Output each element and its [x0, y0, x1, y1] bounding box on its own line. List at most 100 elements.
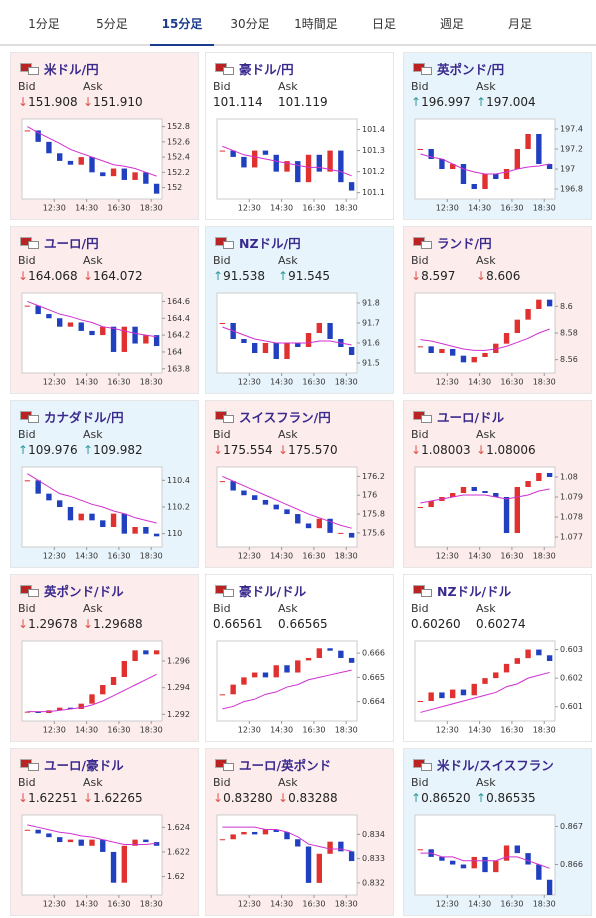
- candle: [460, 487, 467, 493]
- candle: [143, 527, 149, 534]
- candle: [493, 672, 499, 679]
- candle: [241, 490, 247, 496]
- currency-card[interactable]: 豪ドル/ドル Bid Ask 0.66561 0.66565 0.664 0.665 0.66…: [205, 574, 394, 742]
- currency-card[interactable]: 豪ドル/円 Bid Ask 101.114 101.119 101.1 101.2 101.3…: [205, 52, 394, 220]
- x-tick-label: 16:30: [500, 726, 523, 735]
- bid-price: 91.538: [223, 269, 266, 283]
- pair-name: ユーロ/ドル: [437, 410, 505, 425]
- x-tick-label: 16:30: [107, 204, 130, 213]
- pair-name: NZドル/ドル: [437, 584, 512, 599]
- bid-label: Bid: [411, 80, 429, 93]
- candle: [24, 130, 31, 132]
- bid-price: 164.068: [28, 269, 78, 283]
- candle: [327, 323, 333, 339]
- candle: [428, 149, 434, 159]
- tab[interactable]: 日足: [371, 17, 396, 31]
- y-tick-label: 101.3: [362, 146, 385, 155]
- candle: [417, 701, 424, 702]
- candle: [252, 343, 258, 353]
- arrow: ↑: [411, 95, 422, 109]
- bid-price: 1.62251: [28, 791, 78, 805]
- flag: [223, 763, 234, 771]
- candle: [78, 157, 84, 165]
- arrow: ↓: [411, 443, 422, 457]
- tab[interactable]: 30分足: [230, 17, 270, 31]
- arrow: ↑: [83, 443, 94, 457]
- tab[interactable]: 1分足: [28, 17, 60, 31]
- candle: [230, 150, 236, 157]
- arrow: ↓: [476, 269, 487, 283]
- currency-card[interactable]: ユーロ/ドル Bid Ask ↓1.08003 ↓1.08006 1.077 1.078 1.…: [403, 400, 592, 568]
- x-tick-label: 14:30: [270, 204, 293, 213]
- tab[interactable]: 週足: [439, 17, 464, 31]
- currency-card[interactable]: 英ポンド/円 Bid Ask ↑196.997 ↑197.004 196.8 197 197.…: [403, 52, 592, 220]
- candle: [67, 507, 74, 521]
- tab[interactable]: 1時間足: [294, 17, 338, 31]
- currency-card[interactable]: ユーロ/英ポンド Bid Ask ↓0.83280 ↓0.83288 0.832 0.833…: [205, 748, 394, 916]
- currency-card[interactable]: NZドル/ドル Bid Ask 0.60260 0.60274 0.601 0.602 0.6…: [403, 574, 592, 742]
- y-tick-label: 164.6: [167, 297, 190, 306]
- mini-chart: 0.832 0.833 0.834 12:30 14:30 16:30 18:30: [216, 814, 385, 909]
- y-tick-label: 110.2: [167, 503, 190, 512]
- candle: [252, 150, 258, 168]
- candle: [525, 134, 531, 149]
- ask-label: Ask: [278, 776, 298, 789]
- arrow: ↓: [213, 443, 224, 457]
- currency-card[interactable]: NZドル/円 Bid Ask ↑91.538 ↑91.545 91.5 91.6 91.7 91…: [205, 226, 394, 394]
- candle: [428, 501, 434, 507]
- y-tick-label: 197.2: [560, 145, 583, 154]
- candle: [143, 650, 149, 655]
- candle: [316, 648, 322, 658]
- pair-name: 豪ドル/円: [239, 62, 294, 77]
- candle: [284, 831, 290, 840]
- candle: [450, 349, 456, 356]
- candle: [121, 845, 127, 883]
- x-tick-label: 12:30: [238, 552, 261, 561]
- currency-card[interactable]: 米ドル/スイスフラン Bid Ask ↑0.86520 ↑0.86535 0.866 0.8…: [403, 748, 592, 916]
- candle: [24, 480, 31, 482]
- candle: [35, 829, 41, 834]
- tab[interactable]: 15分足: [150, 0, 214, 46]
- x-tick-label: 12:30: [238, 726, 261, 735]
- ask-label: Ask: [476, 428, 496, 441]
- candle: [252, 831, 258, 835]
- candle: [493, 343, 499, 353]
- arrow: ↓: [83, 617, 94, 631]
- candle: [252, 495, 258, 500]
- tab[interactable]: 5分足: [96, 17, 128, 31]
- currency-card[interactable]: スイスフラン/円 Bid Ask ↓175.554 ↓175.570 175.6 175.8…: [205, 400, 394, 568]
- candle: [78, 703, 84, 709]
- y-tick-label: 101.1: [362, 188, 385, 197]
- arrow: ↓: [83, 269, 94, 283]
- candle: [78, 839, 84, 846]
- y-tick-label: 0.866: [560, 860, 583, 869]
- candle: [24, 711, 31, 713]
- ask-label: Ask: [83, 776, 103, 789]
- x-tick-label: 12:30: [43, 726, 66, 735]
- currency-card[interactable]: 英ポンド/ドル Bid Ask ↓1.29678 ↓1.29688 1.292 1.294 1…: [10, 574, 199, 742]
- x-tick-label: 18:30: [335, 204, 358, 213]
- candle: [503, 845, 510, 861]
- candle: [132, 172, 138, 180]
- bid-price: 1.29678: [28, 617, 78, 631]
- candle: [546, 299, 553, 307]
- y-tick-label: 197: [560, 165, 575, 174]
- currency-card[interactable]: ランド/円 Bid Ask ↓8.597 ↓8.606 8.56 8.58 8.6 12:30 1…: [403, 226, 592, 394]
- plot-area: [21, 814, 163, 896]
- x-tick-label: 16:30: [302, 378, 325, 387]
- candle: [273, 829, 279, 832]
- currency-card[interactable]: ユーロ/円 Bid Ask ↓164.068 ↓164.072 163.8 164 164.2…: [10, 226, 199, 394]
- ask-label: Ask: [83, 254, 103, 267]
- tab[interactable]: 月足: [507, 17, 532, 31]
- candle: [100, 520, 106, 527]
- candle: [230, 834, 236, 840]
- x-tick-label: 18:30: [533, 204, 556, 213]
- currency-card[interactable]: ユーロ/豪ドル Bid Ask ↓1.62251 ↓1.62265 1.62 1.622 1.…: [10, 748, 199, 916]
- arrow: ↓: [278, 791, 289, 805]
- bid-label: Bid: [411, 776, 429, 789]
- arrow: ↑: [278, 269, 289, 283]
- currency-card[interactable]: 米ドル/円 Bid Ask ↓151.908 ↓151.910 152 152.2 152.4…: [10, 52, 199, 220]
- currency-card[interactable]: カナダドル/円 Bid Ask ↑109.976 ↑109.982 110 110.2 110…: [10, 400, 199, 568]
- y-tick-label: 152.4: [167, 153, 190, 162]
- ask-value: ↓164.072: [83, 269, 143, 283]
